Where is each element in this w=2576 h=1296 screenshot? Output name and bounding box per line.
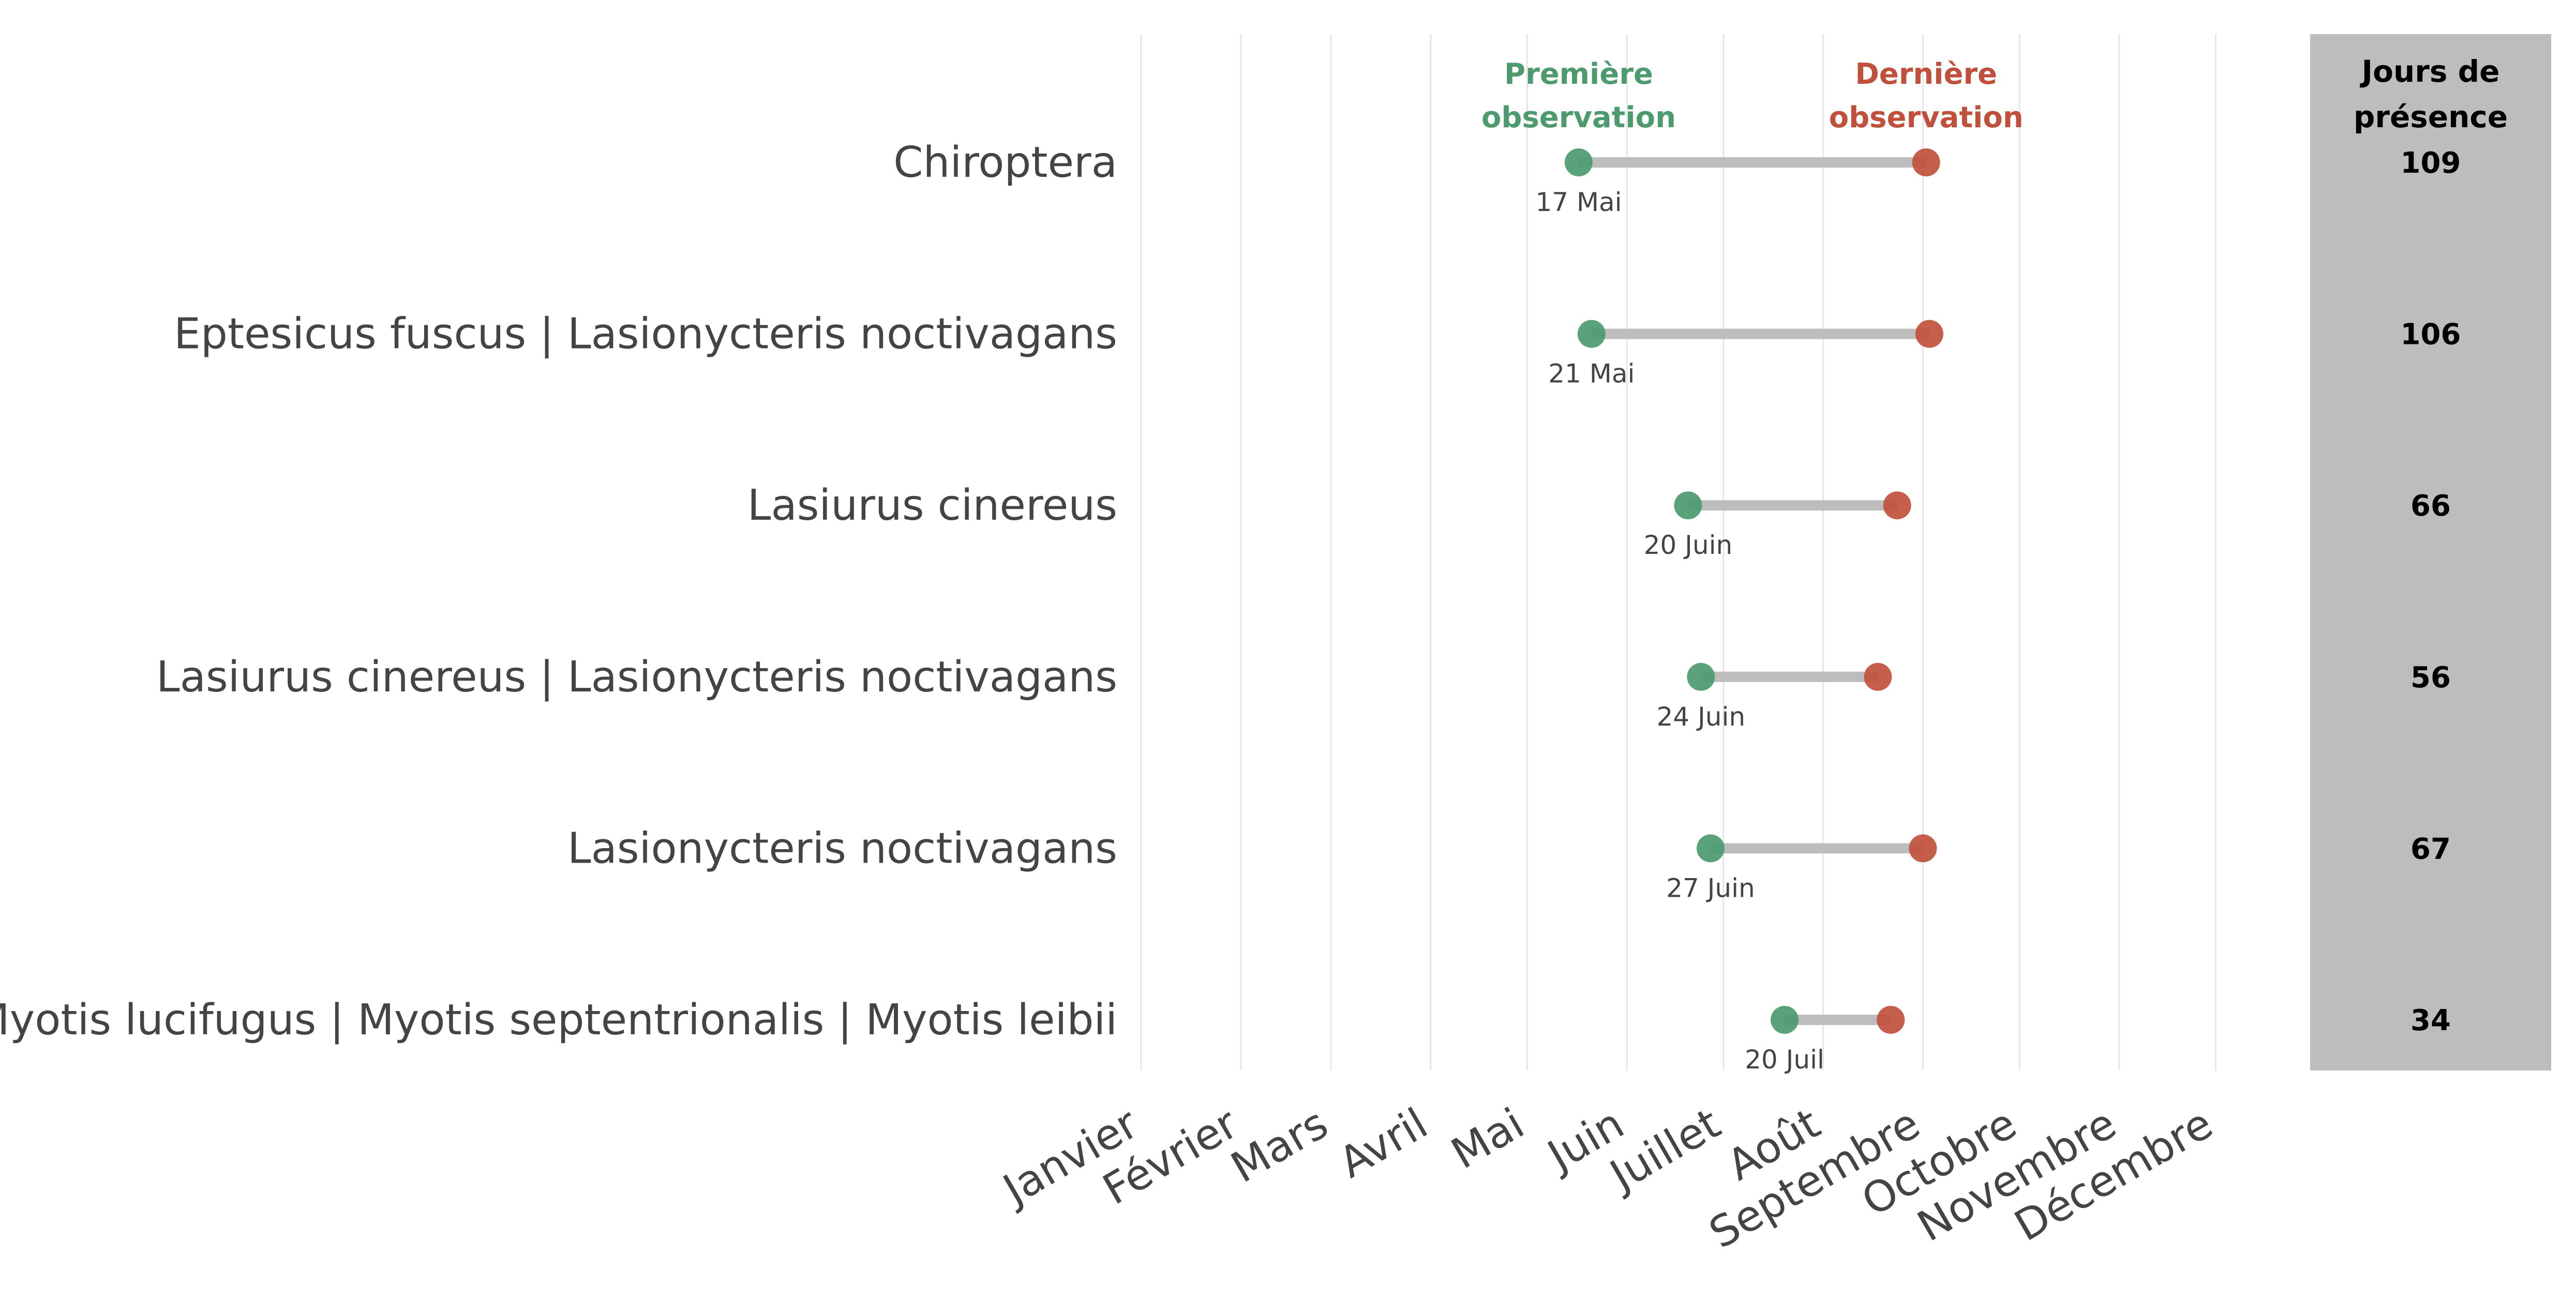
table-value-2: 66	[2410, 489, 2451, 523]
table-value-5: 34	[2410, 1004, 2451, 1037]
table-value-4: 67	[2410, 832, 2451, 866]
y-label-5: Myotis lucifugus | Myotis septentrionali…	[0, 996, 1117, 1045]
y-axis-labels: Chiroptera Eptesicus fuscus | Lasionycter…	[0, 138, 1117, 1045]
last-observation-point-1	[1915, 320, 1943, 348]
last-observation-point-3	[1864, 662, 1892, 691]
last-observation-header: Dernière observation	[1829, 57, 2024, 134]
first-date-label-0: 17 Mai	[1535, 187, 1622, 217]
last-observation-point-5	[1877, 1006, 1905, 1034]
y-label-4: Lasionycteris noctivagans	[567, 824, 1117, 873]
first-date-label-5: 20 Juil	[1745, 1045, 1824, 1075]
y-label-3: Lasiurus cinereus | Lasionycteris noctiv…	[156, 653, 1117, 702]
first-observation-point-5	[1771, 1006, 1799, 1034]
connectors	[1578, 157, 1929, 1025]
first-observation-header: Première observation	[1481, 57, 1676, 134]
last-observation-point-4	[1909, 834, 1937, 863]
table-background	[2310, 34, 2551, 1071]
y-label-0: Chiroptera	[893, 138, 1117, 187]
first-observation-point-1	[1577, 320, 1606, 348]
first-date-label-1: 21 Mai	[1548, 359, 1635, 389]
table-background-rect	[2310, 34, 2551, 1071]
y-label-2: Lasiurus cinereus	[747, 481, 1117, 530]
table-values: 109 106 66 56 67 34 Jours de présence	[2354, 54, 2508, 1037]
x-tick-label-4: Mai	[1443, 1099, 1532, 1179]
table-value-1: 106	[2401, 318, 2461, 352]
last-observation-point-2	[1883, 491, 1911, 520]
y-label-1: Eptesicus fuscus | Lasionycteris noctiva…	[174, 310, 1117, 359]
first-date-label-3: 24 Juin	[1657, 702, 1746, 732]
first-observation-point-2	[1674, 491, 1702, 520]
first-date-label-4: 27 Juin	[1666, 873, 1755, 903]
x-tick-label-2: Mars	[1223, 1099, 1336, 1193]
x-tick-label-6: Juillet	[1600, 1099, 1729, 1201]
first-observation-point-4	[1696, 834, 1725, 863]
x-tick-label-3: Avril	[1331, 1099, 1436, 1188]
last-observation-point-0	[1912, 148, 1940, 176]
first-observation-point-3	[1687, 662, 1715, 691]
points	[1564, 148, 1943, 1034]
table-value-3: 56	[2410, 661, 2451, 695]
table-value-0: 109	[2401, 146, 2461, 180]
table-header: Jours de présence	[2354, 54, 2508, 134]
annotations: 17 Mai 21 Mai 20 Juin 24 Juin 27 Juin 20 Juil…	[1481, 57, 2024, 1075]
first-date-label-2: 20 Juin	[1644, 530, 1733, 560]
first-observation-point-0	[1564, 148, 1593, 176]
